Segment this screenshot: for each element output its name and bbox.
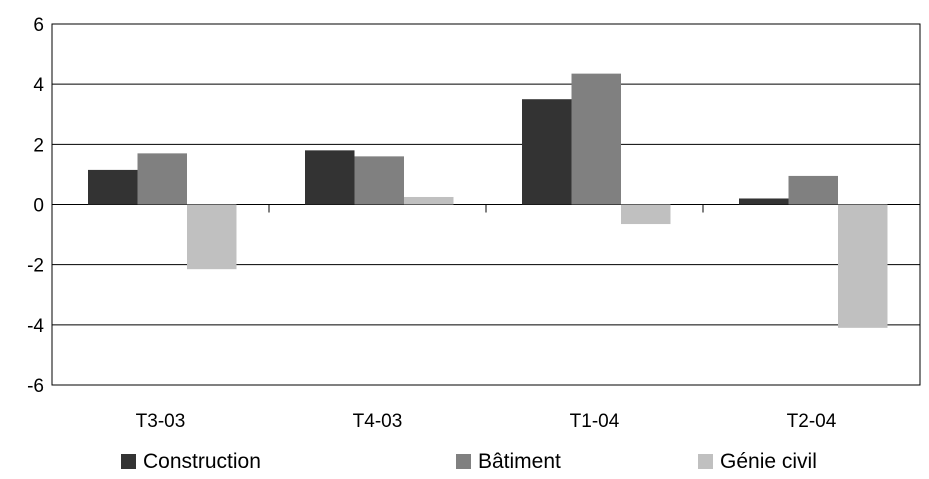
x-tick-labels: T3-03 T4-03 T1-04 T2-04 xyxy=(136,411,837,432)
bar-g-nie-civil-t4-03 xyxy=(404,196,454,205)
axes xyxy=(51,23,921,386)
bar-g-nie-civil-t1-04 xyxy=(621,204,671,225)
legend-swatch xyxy=(456,454,471,469)
y-tick-label: -4 xyxy=(27,316,44,337)
bar-b-timent-t1-04 xyxy=(571,73,621,205)
x-tick-label: T4-03 xyxy=(353,411,403,432)
x-tick-label: T1-04 xyxy=(570,411,620,432)
bar-b-timent-t4-03 xyxy=(354,156,404,205)
bar-construction-t4-03 xyxy=(305,150,355,205)
bar-b-timent-t3-03 xyxy=(137,153,187,205)
bar-b-timent-t2-04 xyxy=(788,175,838,205)
x-tick-label: T2-04 xyxy=(787,411,837,432)
y-tick-label: 2 xyxy=(33,135,44,156)
legend-swatch xyxy=(121,454,136,469)
legend-label: Bâtiment xyxy=(478,450,561,473)
y-tick-label: -2 xyxy=(27,256,44,277)
y-tick-label: 4 xyxy=(33,75,44,96)
y-tick-label: 6 xyxy=(33,15,44,36)
bars xyxy=(88,73,888,328)
legend: Construction Bâtiment Génie civil xyxy=(121,450,817,473)
legend-item: Construction xyxy=(121,450,261,473)
legend-label: Génie civil xyxy=(720,450,817,473)
bar-construction-t3-03 xyxy=(88,169,138,205)
legend-label: Construction xyxy=(143,450,261,473)
x-tick-label: T3-03 xyxy=(136,411,186,432)
bar-construction-t2-04 xyxy=(739,198,789,205)
y-tick-label: -6 xyxy=(27,376,44,397)
legend-item: Génie civil xyxy=(698,450,817,473)
legend-item: Bâtiment xyxy=(456,450,561,473)
y-tick-label: 0 xyxy=(33,196,44,217)
y-tick-labels: -6 -4 -2 0 2 4 6 xyxy=(27,15,44,397)
bar-construction-t1-04 xyxy=(522,99,572,205)
bar-g-nie-civil-t2-04 xyxy=(838,204,888,328)
legend-swatch xyxy=(698,454,713,469)
plot-area-border xyxy=(51,23,921,386)
bar-g-nie-civil-t3-03 xyxy=(187,204,237,270)
